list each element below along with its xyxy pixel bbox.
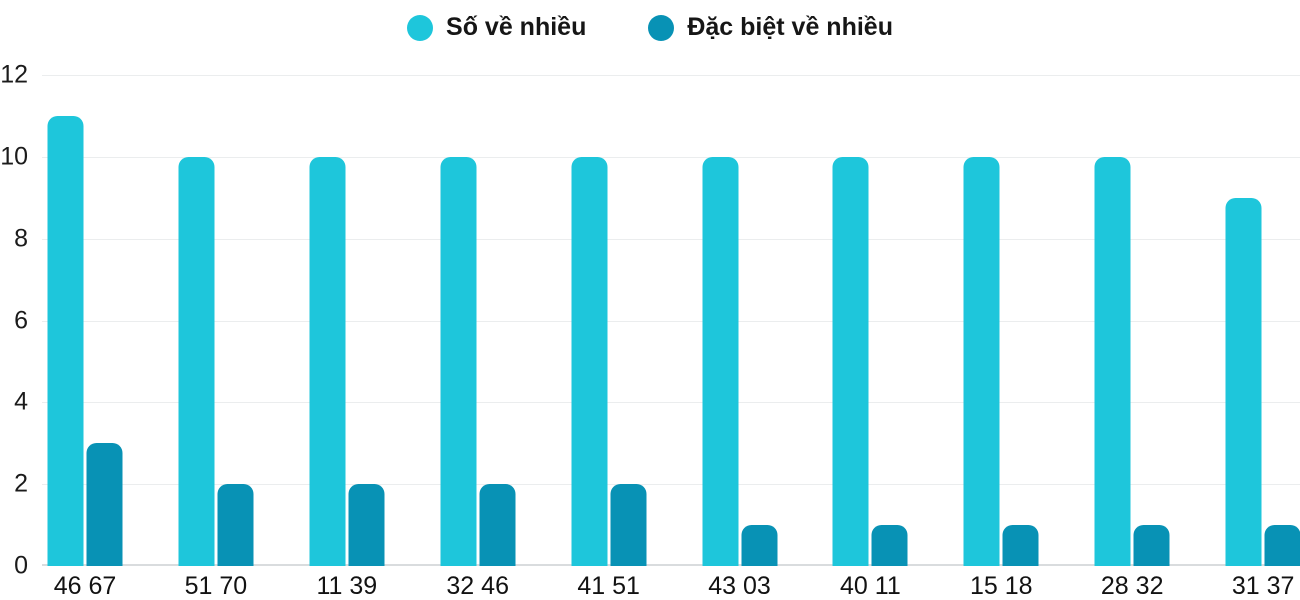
- bar[interactable]: [348, 484, 385, 566]
- bar-group: [832, 156, 908, 566]
- y-axis-tick-label: 12: [0, 60, 28, 89]
- legend-circle-icon: [407, 14, 434, 41]
- bar[interactable]: [741, 525, 777, 566]
- chart-legend: Số về nhiều Đặc biệt về nhiều: [0, 13, 1300, 42]
- x-axis-tick-label: 28 32: [1100, 572, 1164, 600]
- bar[interactable]: [832, 156, 869, 566]
- legend-item-so-ve-nhieu[interactable]: Số về nhiều: [407, 13, 586, 42]
- bar[interactable]: [86, 443, 123, 566]
- bar[interactable]: [309, 156, 346, 566]
- bar[interactable]: [440, 156, 477, 566]
- bar-group: [1094, 156, 1170, 566]
- bar[interactable]: [1002, 525, 1039, 566]
- bar-group: [309, 156, 385, 566]
- x-axis-tick-label: 11 39: [316, 572, 378, 600]
- plot-area: [42, 75, 1300, 566]
- bar-group: [571, 156, 647, 566]
- y-axis: 0 2 4 6 8 10 12: [0, 0, 28, 600]
- x-axis-tick-label: 15 18: [970, 572, 1033, 600]
- bar-group: [440, 156, 516, 566]
- y-axis-tick-label: 2: [14, 469, 28, 498]
- x-axis-tick-label: 40 11: [840, 572, 901, 600]
- legend-label: Số về nhiều: [446, 13, 587, 41]
- x-axis-baseline: [42, 564, 1300, 566]
- bar-group: [963, 156, 1039, 566]
- bar[interactable]: [1264, 525, 1300, 566]
- x-axis: 46 67 51 70 11 39 32 46 41 51 43 03 40 11 15 18…: [42, 572, 1300, 600]
- x-axis-tick-label: 31 37: [1231, 572, 1295, 600]
- y-axis-tick-label: 8: [14, 224, 28, 253]
- x-axis-tick-label: 32 46: [446, 572, 509, 600]
- gridline: [42, 484, 1300, 486]
- legend-item-dac-biet-ve-nhieu[interactable]: Đặc biệt về nhiều: [648, 13, 893, 42]
- legend-label: Đặc biệt về nhiều: [687, 13, 893, 41]
- bar[interactable]: [702, 156, 738, 566]
- bar[interactable]: [479, 484, 516, 566]
- legend-circle-icon: [648, 14, 675, 41]
- bar[interactable]: [610, 484, 647, 566]
- y-axis-tick-label: 4: [14, 387, 28, 416]
- bar[interactable]: [1225, 197, 1262, 566]
- x-axis-tick-label: 51 70: [184, 572, 248, 600]
- bar[interactable]: [871, 525, 908, 566]
- y-axis-tick-label: 0: [14, 551, 28, 580]
- bar[interactable]: [217, 484, 254, 566]
- x-axis-tick-label: 46 67: [53, 572, 117, 600]
- bar-group: [702, 156, 777, 566]
- bar[interactable]: [963, 156, 1000, 566]
- gridline: [42, 402, 1300, 404]
- gridline: [42, 320, 1300, 322]
- bar-group: [47, 115, 123, 566]
- bar[interactable]: [47, 115, 84, 566]
- y-axis-tick-label: 10: [0, 142, 28, 171]
- bar[interactable]: [1133, 525, 1170, 566]
- gridline: [42, 75, 1300, 76]
- bar[interactable]: [1094, 156, 1131, 566]
- y-axis-tick-label: 6: [14, 306, 28, 334]
- bar-group: [178, 156, 254, 566]
- gridline: [42, 238, 1300, 240]
- bar[interactable]: [571, 156, 608, 566]
- bar-group: [1225, 197, 1300, 566]
- x-axis-tick-label: 41 51: [577, 572, 640, 600]
- x-axis-tick-label: 43 03: [708, 572, 771, 600]
- gridline: [42, 156, 1300, 158]
- bar[interactable]: [178, 156, 215, 566]
